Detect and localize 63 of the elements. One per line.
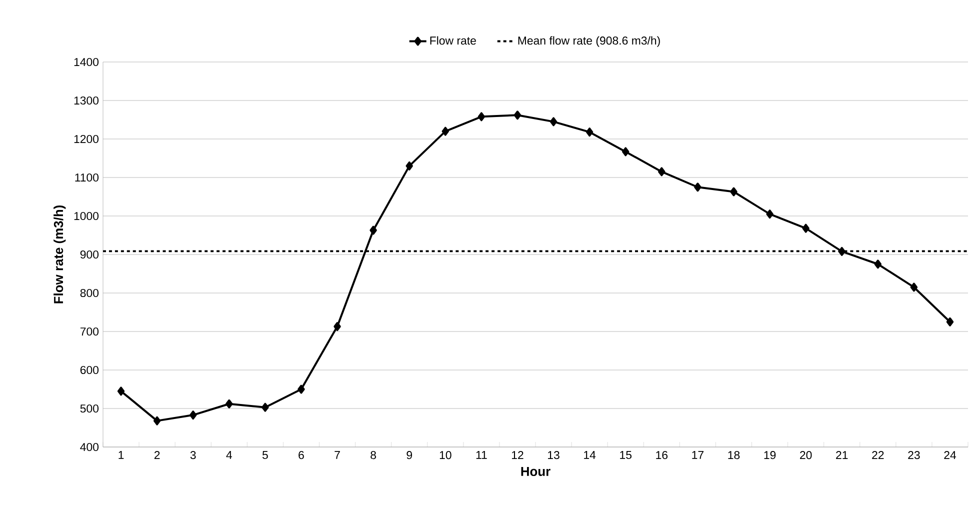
point bbox=[153, 416, 161, 426]
point bbox=[730, 187, 738, 196]
point bbox=[442, 126, 450, 136]
y-tick-label: 1300 bbox=[74, 96, 99, 105]
y-tick-label: 1200 bbox=[74, 134, 99, 144]
point bbox=[298, 384, 305, 394]
x-tick-label: 6 bbox=[298, 451, 304, 460]
point bbox=[910, 282, 918, 292]
x-tick-label: 18 bbox=[728, 451, 740, 460]
point bbox=[586, 128, 594, 137]
point bbox=[946, 317, 954, 326]
x-tick-label: 22 bbox=[872, 451, 884, 460]
y-tick-label: 1400 bbox=[74, 58, 99, 66]
x-tick-label: 10 bbox=[440, 451, 452, 460]
x-axis-title: Hour bbox=[521, 466, 550, 476]
point bbox=[694, 182, 702, 192]
x-tick-label: 16 bbox=[656, 451, 668, 460]
y-tick-label: 400 bbox=[80, 442, 99, 452]
y-axis-title: Flow rate (m3/h) bbox=[54, 205, 66, 304]
point bbox=[874, 260, 882, 269]
y-tick-label: 900 bbox=[80, 250, 99, 259]
x-tick-label: 8 bbox=[370, 451, 376, 460]
y-tick-label: 800 bbox=[80, 288, 99, 298]
point bbox=[370, 226, 377, 235]
x-tick-label: 20 bbox=[800, 451, 812, 460]
point bbox=[406, 161, 413, 170]
legend-label: Flow rate bbox=[430, 36, 476, 45]
x-tick-label: 3 bbox=[190, 451, 196, 460]
x-tick-label: 11 bbox=[476, 451, 487, 459]
point bbox=[514, 110, 522, 120]
y-tick-label: 1100 bbox=[75, 173, 99, 182]
point bbox=[117, 386, 125, 396]
y-tick-label: 500 bbox=[80, 404, 99, 413]
y-tick-label: 600 bbox=[80, 366, 99, 374]
point bbox=[658, 167, 666, 176]
x-tick-label: 9 bbox=[406, 451, 412, 460]
x-tick-label: 12 bbox=[512, 451, 524, 460]
x-tick-label: 24 bbox=[944, 451, 956, 460]
x-tick-label: 19 bbox=[764, 451, 776, 460]
point bbox=[226, 399, 233, 408]
point bbox=[189, 410, 197, 420]
x-tick-label: 7 bbox=[334, 451, 340, 459]
point bbox=[550, 117, 558, 126]
x-tick-label: 14 bbox=[584, 451, 596, 459]
point bbox=[478, 112, 486, 122]
x-tick-label: 4 bbox=[226, 451, 232, 459]
x-tick-label: 17 bbox=[692, 451, 704, 459]
y-tick-label: 700 bbox=[80, 327, 99, 336]
x-tick-label: 15 bbox=[620, 451, 632, 460]
point bbox=[838, 246, 846, 256]
x-tick-label: 21 bbox=[836, 451, 848, 460]
point bbox=[802, 224, 810, 233]
legend-label: Mean flow rate (908.6 m3/h) bbox=[518, 36, 660, 47]
x-tick-label: 5 bbox=[262, 451, 268, 460]
x-tick-label: 23 bbox=[908, 451, 920, 460]
x-tick-label: 13 bbox=[548, 451, 560, 460]
point bbox=[262, 402, 269, 412]
y-tick-label: 1000 bbox=[74, 212, 99, 220]
point bbox=[766, 210, 774, 219]
point bbox=[622, 147, 630, 156]
x-tick-label: 1 bbox=[118, 451, 124, 459]
x-tick-label: 2 bbox=[154, 451, 160, 460]
point bbox=[334, 322, 341, 331]
